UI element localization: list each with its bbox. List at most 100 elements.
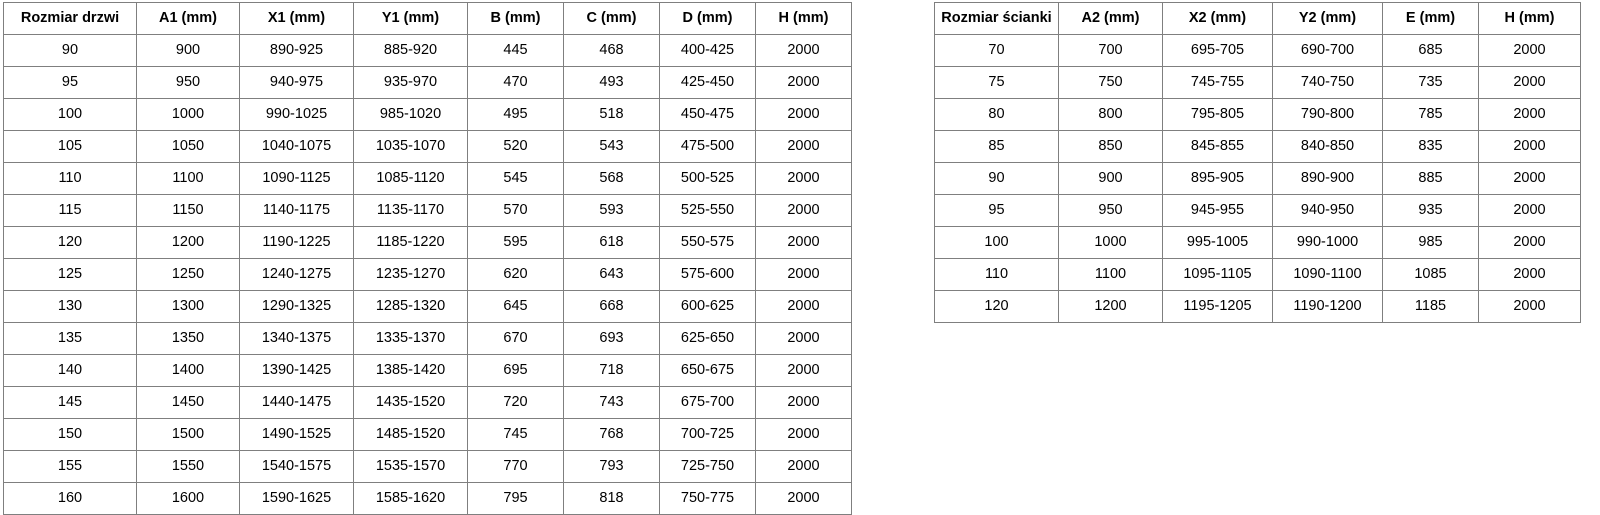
table-row: 95 950 945-955 940-950 935 2000 bbox=[934, 194, 1581, 227]
table-cell: 695-705 bbox=[1162, 34, 1273, 67]
table-row: 115 1150 1140-1175 1135-1170 570 593 525-550 20… bbox=[3, 194, 852, 227]
table-cell: 1150 bbox=[136, 194, 240, 227]
table-cell: 545 bbox=[467, 162, 564, 195]
row-size-cell: 85 bbox=[934, 130, 1059, 163]
table-cell: 1435-1520 bbox=[353, 386, 468, 419]
row-size-cell: 80 bbox=[934, 98, 1059, 131]
table-cell: 718 bbox=[563, 354, 660, 387]
row-size-cell: 155 bbox=[3, 450, 137, 483]
table-cell: 1390-1425 bbox=[239, 354, 354, 387]
table-cell: 940-950 bbox=[1272, 194, 1383, 227]
table-cell: 650-675 bbox=[659, 354, 756, 387]
table-cell: 950 bbox=[136, 66, 240, 99]
table-header-row: Rozmiar drzwi A1 (mm) X1 (mm) Y1 (mm) B (mm)… bbox=[3, 2, 852, 35]
table-row: 105 1050 1040-1075 1035-1070 520 543 475-500 20… bbox=[3, 130, 852, 163]
table-cell: 950 bbox=[1058, 194, 1163, 227]
table-cell: 1350 bbox=[136, 322, 240, 355]
table-cell: 2000 bbox=[1478, 34, 1581, 67]
table-cell: 2000 bbox=[755, 322, 852, 355]
column-header: Y2 (mm) bbox=[1272, 2, 1383, 35]
table-cell: 1290-1325 bbox=[239, 290, 354, 323]
table-cell: 795 bbox=[467, 482, 564, 515]
table-cell: 2000 bbox=[755, 226, 852, 259]
walls-table-header: Rozmiar ścianki A2 (mm) X2 (mm) Y2 (mm) E (m… bbox=[934, 2, 1581, 35]
table-row: 120 1200 1190-1225 1185-1220 595 618 550-575 20… bbox=[3, 226, 852, 259]
table-cell: 2000 bbox=[755, 290, 852, 323]
row-size-cell: 115 bbox=[3, 194, 137, 227]
table-cell: 675-700 bbox=[659, 386, 756, 419]
row-size-cell: 135 bbox=[3, 322, 137, 355]
column-header: D (mm) bbox=[659, 2, 756, 35]
table-row: 80 800 795-805 790-800 785 2000 bbox=[934, 98, 1581, 131]
table-cell: 2000 bbox=[755, 162, 852, 195]
row-size-cell: 160 bbox=[3, 482, 137, 515]
table-cell: 770 bbox=[467, 450, 564, 483]
table-row: 70 700 695-705 690-700 685 2000 bbox=[934, 34, 1581, 67]
table-cell: 2000 bbox=[755, 418, 852, 451]
table-cell: 593 bbox=[563, 194, 660, 227]
table-row: 100 1000 995-1005 990-1000 985 2000 bbox=[934, 226, 1581, 259]
table-cell: 900 bbox=[136, 34, 240, 67]
table-cell: 543 bbox=[563, 130, 660, 163]
table-cell: 695 bbox=[467, 354, 564, 387]
table-cell: 885 bbox=[1382, 162, 1479, 195]
table-cell: 985-1020 bbox=[353, 98, 468, 131]
table-cell: 725-750 bbox=[659, 450, 756, 483]
table-cell: 1085-1120 bbox=[353, 162, 468, 195]
table-cell: 2000 bbox=[1478, 226, 1581, 259]
table-row: 90 900 895-905 890-900 885 2000 bbox=[934, 162, 1581, 195]
table-cell: 1185-1220 bbox=[353, 226, 468, 259]
row-size-cell: 95 bbox=[3, 66, 137, 99]
table-row: 145 1450 1440-1475 1435-1520 720 743 675-700 20… bbox=[3, 386, 852, 419]
table-cell: 1485-1520 bbox=[353, 418, 468, 451]
table-cell: 475-500 bbox=[659, 130, 756, 163]
table-cell: 740-750 bbox=[1272, 66, 1383, 99]
table-cell: 720 bbox=[467, 386, 564, 419]
table-cell: 645 bbox=[467, 290, 564, 323]
table-cell: 1300 bbox=[136, 290, 240, 323]
table-cell: 1090-1125 bbox=[239, 162, 354, 195]
table-cell: 2000 bbox=[755, 258, 852, 291]
table-cell: 1140-1175 bbox=[239, 194, 354, 227]
row-size-cell: 105 bbox=[3, 130, 137, 163]
table-cell: 1340-1375 bbox=[239, 322, 354, 355]
table-cell: 685 bbox=[1382, 34, 1479, 67]
table-cell: 1185 bbox=[1382, 290, 1479, 323]
table-cell: 1540-1575 bbox=[239, 450, 354, 483]
table-row: 160 1600 1590-1625 1585-1620 795 818 750-775 20… bbox=[3, 482, 852, 515]
table-cell: 818 bbox=[563, 482, 660, 515]
table-cell: 470 bbox=[467, 66, 564, 99]
table-row: 110 1100 1090-1125 1085-1120 545 568 500-525 20… bbox=[3, 162, 852, 195]
table-cell: 1550 bbox=[136, 450, 240, 483]
table-cell: 1440-1475 bbox=[239, 386, 354, 419]
column-header: B (mm) bbox=[467, 2, 564, 35]
table-cell: 520 bbox=[467, 130, 564, 163]
table-cell: 2000 bbox=[1478, 162, 1581, 195]
table-cell: 2000 bbox=[755, 130, 852, 163]
doors-table-header: Rozmiar drzwi A1 (mm) X1 (mm) Y1 (mm) B (mm)… bbox=[3, 2, 852, 35]
table-row: 95 950 940-975 935-970 470 493 425-450 2000 bbox=[3, 66, 852, 99]
table-cell: 400-425 bbox=[659, 34, 756, 67]
row-size-cell: 150 bbox=[3, 418, 137, 451]
table-cell: 743 bbox=[563, 386, 660, 419]
table-cell: 1050 bbox=[136, 130, 240, 163]
table-row: 140 1400 1390-1425 1385-1420 695 718 650-675 20… bbox=[3, 354, 852, 387]
table-cell: 990-1000 bbox=[1272, 226, 1383, 259]
table-row: 150 1500 1490-1525 1485-1520 745 768 700-725 20… bbox=[3, 418, 852, 451]
table-cell: 1590-1625 bbox=[239, 482, 354, 515]
column-header: A1 (mm) bbox=[136, 2, 240, 35]
column-header: Rozmiar drzwi bbox=[3, 2, 137, 35]
table-row: 130 1300 1290-1325 1285-1320 645 668 600-625 20… bbox=[3, 290, 852, 323]
table-cell: 618 bbox=[563, 226, 660, 259]
column-header: X1 (mm) bbox=[239, 2, 354, 35]
row-size-cell: 90 bbox=[3, 34, 137, 67]
table-cell: 445 bbox=[467, 34, 564, 67]
table-cell: 693 bbox=[563, 322, 660, 355]
table-cell: 750-775 bbox=[659, 482, 756, 515]
table-cell: 1600 bbox=[136, 482, 240, 515]
table-cell: 1235-1270 bbox=[353, 258, 468, 291]
table-cell: 1135-1170 bbox=[353, 194, 468, 227]
table-cell: 935 bbox=[1382, 194, 1479, 227]
row-size-cell: 120 bbox=[934, 290, 1059, 323]
table-cell: 670 bbox=[467, 322, 564, 355]
